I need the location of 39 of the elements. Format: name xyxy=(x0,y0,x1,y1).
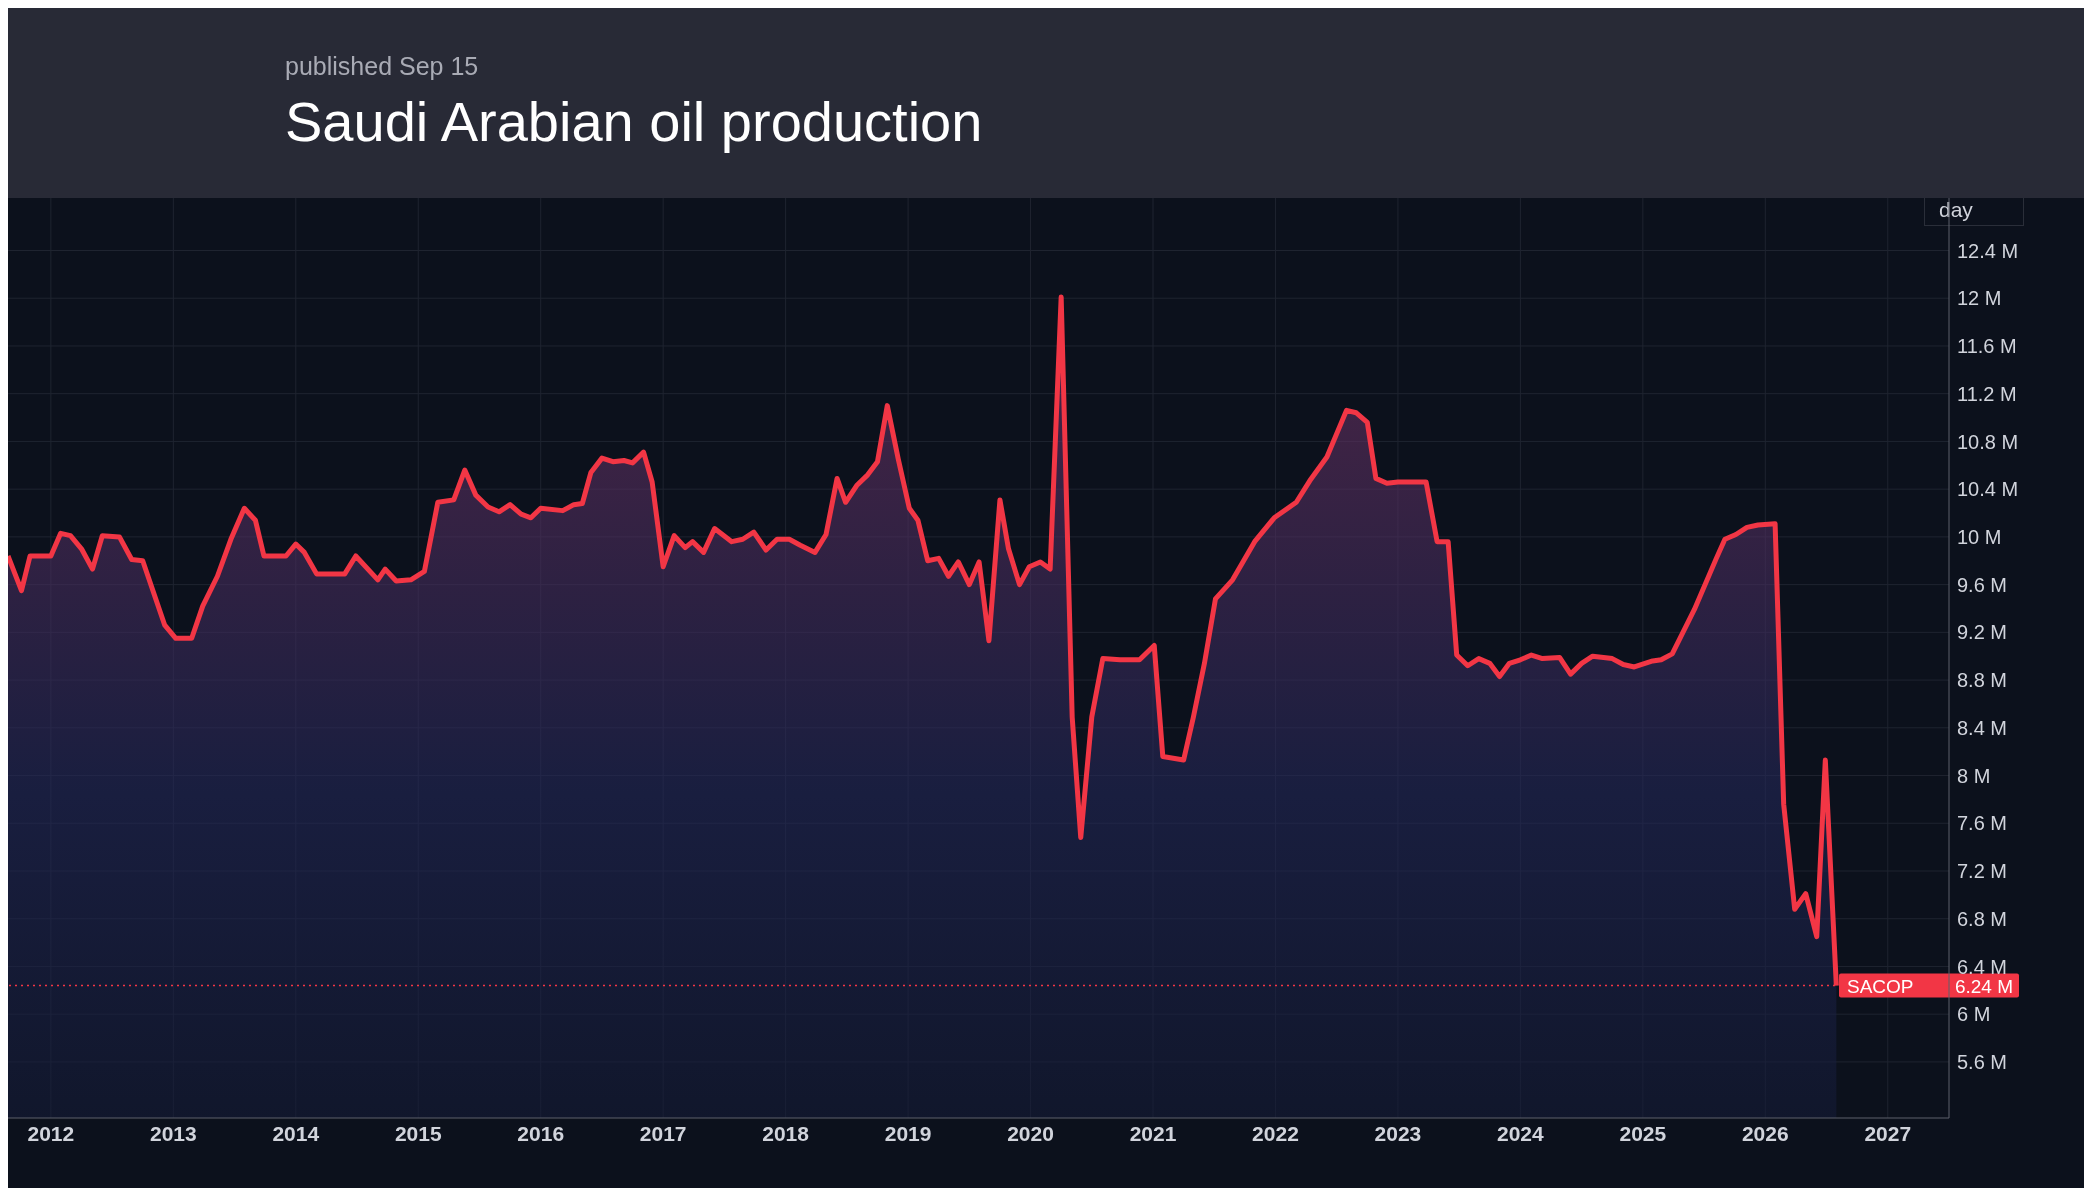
y-tick-label: 8.4 M xyxy=(1957,716,2008,739)
x-tick-label: 2012 xyxy=(27,1121,75,1145)
x-tick-label: 2025 xyxy=(1619,1121,1667,1145)
chart-title: Saudi Arabian oil production xyxy=(285,89,984,154)
x-tick-label: 2016 xyxy=(517,1121,565,1145)
y-tick-label: 10.8 M xyxy=(1957,430,2019,453)
x-tick-label: 2019 xyxy=(884,1121,932,1145)
y-tick-label: 11.2 M xyxy=(1957,382,2017,405)
y-axis-title: day xyxy=(1924,198,2024,226)
y-tick-label: 6.4 M xyxy=(1957,955,2008,978)
x-tick-label: 2014 xyxy=(272,1121,320,1145)
y-tick-label: 7.6 M xyxy=(1957,812,2008,835)
y-tick-label: 7.2 M xyxy=(1957,860,2008,883)
x-tick-label: 2023 xyxy=(1374,1121,1422,1145)
x-tick-label: 2027 xyxy=(1864,1121,1912,1145)
y-tick-label: 8 M xyxy=(1957,764,1991,787)
x-tick-label: 2024 xyxy=(1497,1121,1545,1145)
x-tick-label: 2015 xyxy=(394,1121,442,1145)
y-tick-label: 12.4 M xyxy=(1957,239,2019,262)
y-tick-label: 8.8 M xyxy=(1957,669,2008,692)
y-tick-label: 9.6 M xyxy=(1957,573,2008,596)
y-tick-label: 6.8 M xyxy=(1957,907,2008,930)
x-tick-label: 2017 xyxy=(639,1121,687,1145)
y-tick-label: 10 M xyxy=(1957,525,2002,548)
y-tick-label: 12 M xyxy=(1957,287,2002,310)
x-tick-label: 2020 xyxy=(1007,1121,1054,1145)
chart-subtitle: published Sep 15 xyxy=(285,52,480,81)
y-tick-label: 10.4 M xyxy=(1957,478,2019,501)
y-tick-label: 5.6 M xyxy=(1957,1051,2008,1074)
x-tick-label: 2018 xyxy=(762,1121,810,1145)
series-label: SACOP xyxy=(1847,975,1914,997)
y-tick-label: 9.2 M xyxy=(1957,621,2008,644)
y-tick-label: 11.6 M xyxy=(1957,335,2017,358)
x-tick-label: 2026 xyxy=(1741,1121,1789,1145)
ref-line-label: 6.24 M xyxy=(1954,975,2013,997)
x-tick-label: 2013 xyxy=(149,1121,197,1145)
x-tick-label: 2022 xyxy=(1252,1121,1299,1145)
x-tick-label: 2021 xyxy=(1129,1121,1177,1145)
y-tick-label: 6 M xyxy=(1957,1003,1991,1026)
